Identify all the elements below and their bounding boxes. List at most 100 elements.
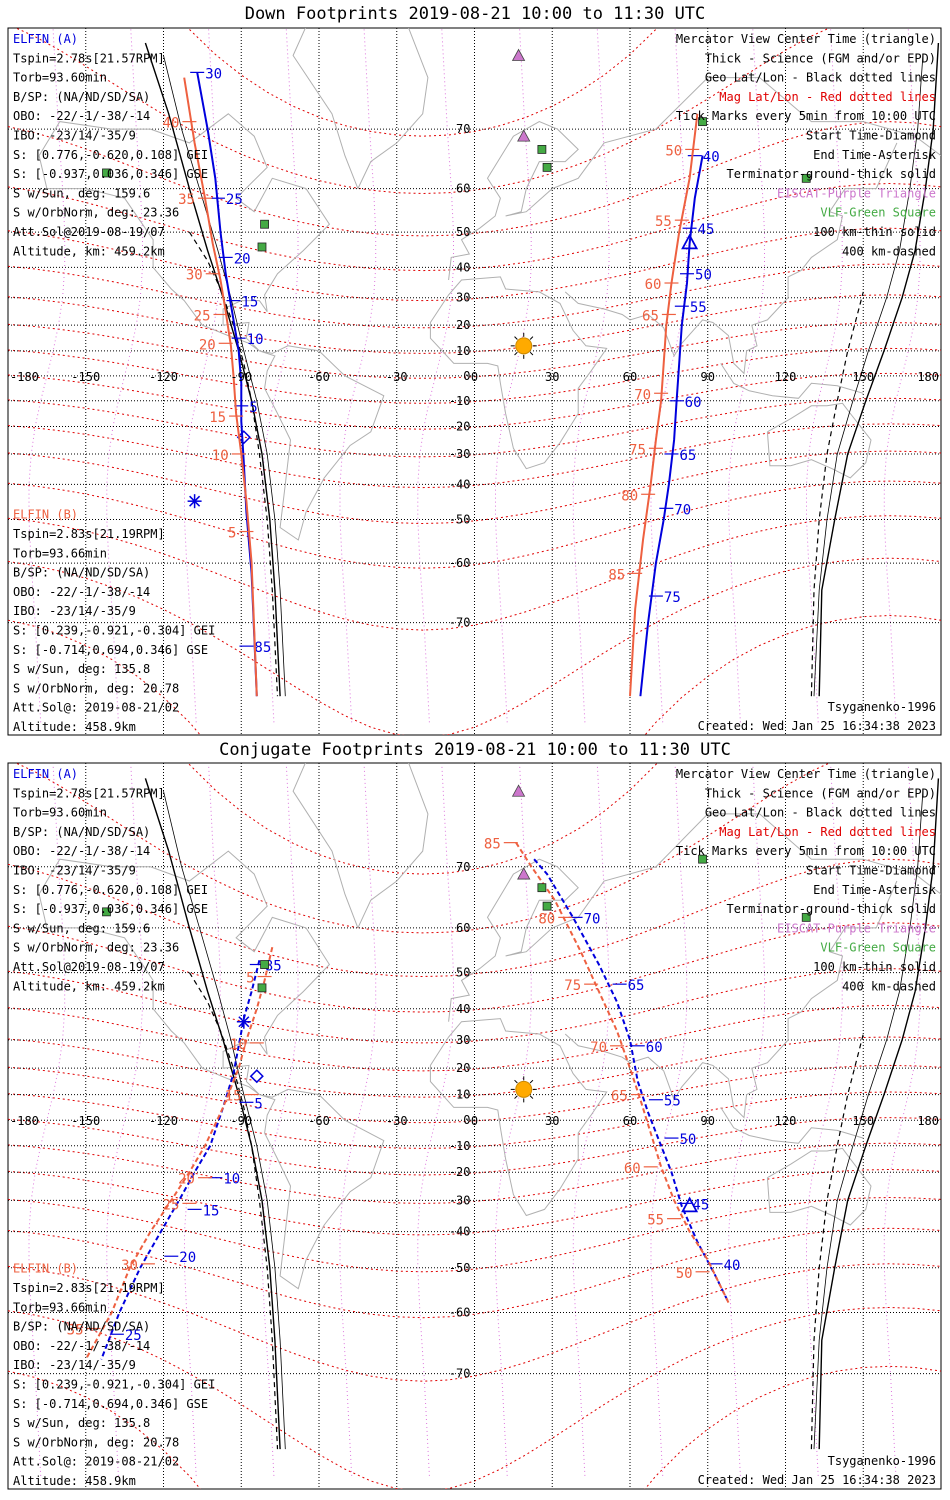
sun-icon <box>515 1080 533 1098</box>
lat-tick-label: 10 <box>456 344 470 358</box>
elfin-b-info: OBO: -22/-1/-38/-14 <box>13 1339 150 1353</box>
tick-label: 30 <box>205 66 222 82</box>
coastline <box>564 142 898 375</box>
elfin-b-info: IBO: -23/14/-35/9 <box>13 604 136 618</box>
elfin-a-info: OBO: -22/-1/-38/-14 <box>13 109 150 123</box>
lat-tick-label: -40 <box>449 1225 471 1239</box>
elfin-b-info: Altitude: 458.9km <box>13 1474 136 1488</box>
elfin-b-info: Torb=93.66min <box>13 1300 107 1314</box>
lat-tick-label: -30 <box>449 447 471 461</box>
coastline <box>766 402 872 479</box>
lat-tick-label: 20 <box>456 318 470 332</box>
tick-label: 85 <box>265 959 282 975</box>
tick-label: 5 <box>249 400 257 416</box>
tick-label: 40 <box>703 150 720 166</box>
elfin-a-info: OBO: -22/-1/-38/-14 <box>13 844 150 858</box>
lat-tick-label: 0 <box>463 1113 470 1127</box>
lat-tick-label: 10 <box>456 1088 470 1102</box>
legend-entry: Terminator-ground-thick solid <box>726 902 936 916</box>
terminator-100km <box>813 791 924 1450</box>
mag-lat-line <box>8 968 941 1044</box>
lon-tick-label: 120 <box>775 370 797 384</box>
tick-label: 15 <box>241 295 258 311</box>
lat-tick-label: 60 <box>456 921 470 935</box>
lat-tick-label: -10 <box>449 1139 471 1153</box>
mag-lat-line <box>8 515 941 631</box>
lat-tick-label: -50 <box>449 513 471 527</box>
tick-label: 5 <box>246 971 254 987</box>
map-panel-1: 8551015202570656055504540510152025303585… <box>7 762 942 1490</box>
tick-label: 75 <box>564 978 581 994</box>
elfin-b-info: Tspin=2.83s[21.19RPM] <box>13 527 165 541</box>
tick-label: 60 <box>685 395 702 411</box>
elfin-b-info: Att.Sol@: 2019-08-21/02 <box>13 1455 179 1469</box>
sun-ray <box>514 336 518 340</box>
elfin-b-info: S w/Sun, deg: 135.8 <box>13 662 150 676</box>
elfin-a-info: S: [-0.937,0.036,0.346] GSE <box>13 167 208 181</box>
lon-tick-label: -90 <box>230 1114 252 1128</box>
mag-meridian <box>495 29 532 723</box>
tick-label: 5 <box>254 1096 262 1112</box>
elfin-a-info: IBO: -23/14/-35/9 <box>13 129 136 143</box>
coastline <box>720 1107 864 1144</box>
elfin-a-info: Torb=93.60min <box>13 71 107 85</box>
eiscat-triangle <box>511 784 526 797</box>
tick-label: 70 <box>634 387 651 403</box>
lon-tick-label: 150 <box>852 370 874 384</box>
elfin-b-info: Att.Sol@: 2019-08-21/02 <box>13 701 179 715</box>
tick-label: 75 <box>664 590 681 606</box>
sun-ray <box>514 1095 518 1099</box>
coastline <box>448 813 941 1022</box>
coastline <box>766 1147 872 1226</box>
tick-label: 85 <box>484 837 501 853</box>
map-panel-0: 3025201510585404550556065707540353025201… <box>7 27 942 736</box>
tick-label: 55 <box>690 300 707 316</box>
tick-label: 60 <box>645 277 662 293</box>
tick-label: 10 <box>212 448 229 464</box>
sun-ray <box>529 1079 534 1084</box>
tick-label: 65 <box>642 308 659 324</box>
tick-label: 70 <box>584 911 601 927</box>
elfin-a-info: S w/Sun, deg: 159.6 <box>13 921 150 935</box>
terminator-100km <box>163 791 286 1450</box>
lon-tick-label: 180 <box>917 1114 939 1128</box>
map-content: 3025201510585404550556065707540353025201… <box>8 28 941 735</box>
vlf-square <box>542 162 552 172</box>
coastline <box>429 276 608 470</box>
elfin-b-info: IBO: -23/14/-35/9 <box>13 1358 136 1372</box>
coastline <box>564 880 898 1119</box>
tick-label: 45 <box>698 222 715 238</box>
panel-title-conjugate: Conjugate Footprints 2019-08-21 10:00 to… <box>219 740 731 760</box>
tick-label: 55 <box>664 1094 681 1110</box>
elfin-b-info: S: [-0.714,0.694,0.346] GSE <box>13 1397 208 1411</box>
end-asterisk <box>238 1016 250 1028</box>
vlf-square <box>542 901 552 911</box>
mag-meridian <box>261 29 299 723</box>
mag-lat-line <box>8 1036 941 1098</box>
vlf-square <box>257 983 267 993</box>
vlf-square <box>260 960 269 969</box>
vlf-square <box>102 168 111 178</box>
panel-title-down: Down Footprints 2019-08-21 10:00 to 11:3… <box>244 4 706 24</box>
legend-entry: Geo Lat/Lon - Black dotted lines <box>705 806 936 820</box>
legend-entry: Terminator-ground-thick solid <box>726 167 936 181</box>
elfin-a-info: S w/OrbNorm, deg: 23.36 <box>13 941 179 955</box>
map-content: 8551015202570656055504540510152025303585… <box>8 763 941 1489</box>
sun-ray <box>529 1095 534 1099</box>
terminator-ground <box>144 778 281 1450</box>
lat-tick-label: -70 <box>449 1367 471 1381</box>
legend-entry: 400 km-dashed <box>842 979 936 993</box>
tick-label: 25 <box>194 308 211 324</box>
legend-entry: Tick Marks every 5min from 10:00 UTC <box>676 844 936 858</box>
created-label: Created: Wed Jan 25 16:34:38 2023 <box>698 1473 936 1487</box>
elfin-a-info: S: [-0.937,0.036,0.346] GSE <box>13 902 208 916</box>
tick-label: 10 <box>230 1037 247 1053</box>
start-diamond <box>249 1069 264 1084</box>
elfin-a-info: Att.Sol@2019-08-19/07 <box>13 225 165 239</box>
mag-lat-line <box>8 1196 941 1273</box>
legend-entry: Tick Marks every 5min from 10:00 UTC <box>676 109 936 123</box>
end-asterisk <box>189 495 201 507</box>
lon-tick-label: 30 <box>545 370 559 384</box>
lon-tick-label: 150 <box>852 1114 874 1128</box>
tick-label: 80 <box>621 488 638 504</box>
